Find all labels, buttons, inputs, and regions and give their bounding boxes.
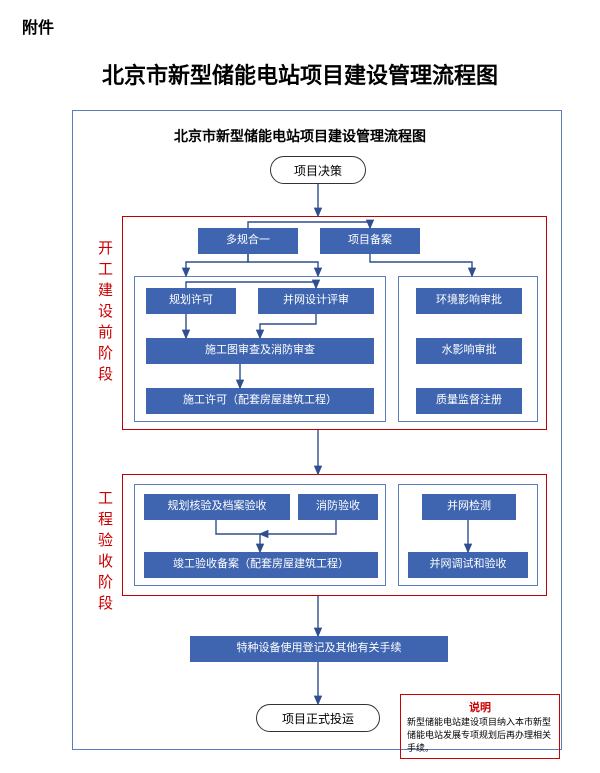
explain-box: 说明 新型储能电站建设项目纳入本市新型储能电站发展专项规划后再办理相关手续。 [400, 694, 560, 759]
node-shuiyingxiang: 水影响审批 [416, 338, 522, 364]
phase-label-pre: 开工建设前阶段 [94, 240, 115, 387]
explain-title: 说明 [407, 699, 553, 715]
node-xiangmubeian: 项目备案 [320, 228, 420, 254]
inner-title: 北京市新型储能电站项目建设管理流程图 [0, 126, 600, 146]
node-bingwangjc: 并网检测 [422, 494, 516, 520]
explain-body: 新型储能电站建设项目纳入本市新型储能电站发展专项规划后再办理相关手续。 [407, 715, 553, 754]
node-tezhongshebei: 特种设备使用登记及其他有关手续 [190, 636, 448, 662]
main-title: 北京市新型储能电站项目建设管理流程图 [0, 58, 600, 90]
node-guihuaxuke: 规划许可 [146, 288, 236, 314]
node-huanjingshenpi: 环境影响审批 [416, 288, 522, 314]
node-jungongbeian: 竣工验收备案（配套房屋建筑工程） [144, 552, 378, 578]
terminator-end: 项目正式投运 [256, 704, 380, 732]
node-guihuaheyan: 规划核验及档案验收 [144, 494, 290, 520]
node-zhiliangjiandu: 质量监督注册 [416, 388, 522, 414]
node-duoguiheyi: 多规合一 [198, 228, 298, 254]
node-shigongtuxiaofang: 施工图审查及消防审查 [146, 338, 374, 364]
node-bingwangtiaoshi: 并网调试和验收 [408, 552, 528, 578]
terminator-start: 项目决策 [270, 156, 366, 184]
phase-label-accept: 工程验收阶段 [94, 490, 115, 616]
node-xiaofangys: 消防验收 [298, 494, 378, 520]
node-shigongxuke: 施工许可（配套房屋建筑工程） [146, 388, 374, 414]
attachment-label: 附件 [22, 14, 54, 38]
node-bingwangpingshen: 并网设计评审 [258, 288, 374, 314]
